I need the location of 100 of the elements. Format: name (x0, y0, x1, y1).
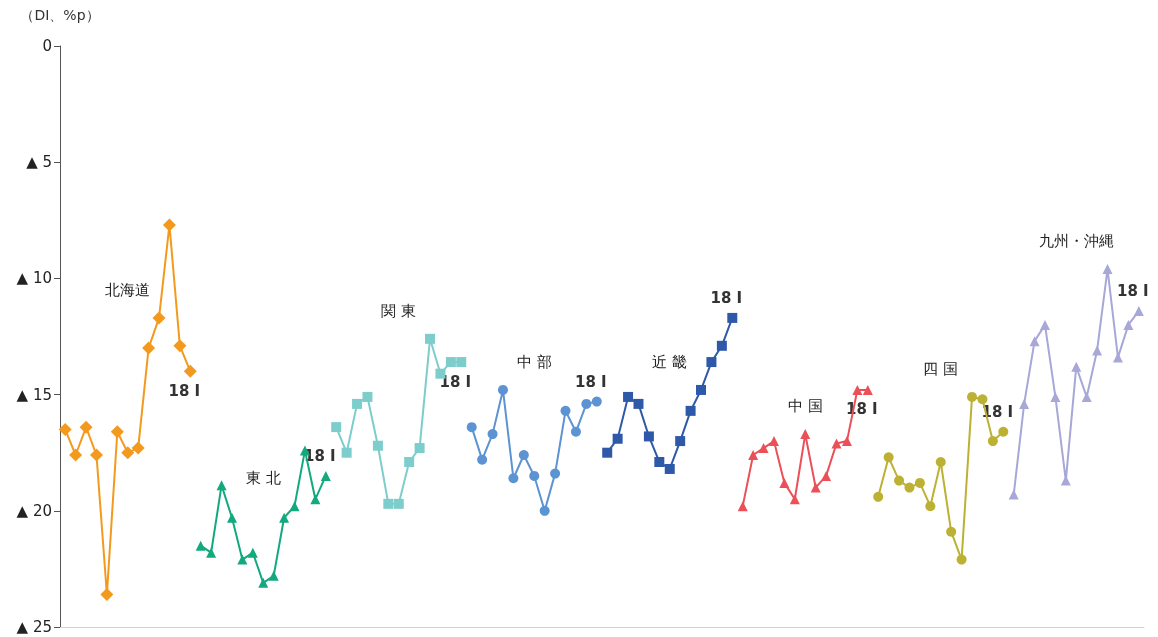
y-tick-label: 0 (42, 37, 52, 55)
point (1019, 398, 1030, 409)
point (852, 384, 863, 395)
point (675, 436, 686, 447)
point (914, 477, 925, 488)
point (89, 448, 103, 462)
point (152, 311, 166, 325)
point (121, 446, 135, 460)
point (925, 501, 936, 512)
point (69, 448, 83, 462)
point (195, 540, 206, 551)
point (477, 454, 488, 465)
point (258, 577, 269, 588)
point (935, 457, 946, 467)
point (456, 357, 467, 368)
point (696, 384, 707, 395)
point (643, 431, 654, 442)
y-tick-label: ▲ 25 (16, 618, 52, 636)
point (716, 340, 727, 351)
point (487, 429, 498, 440)
point (841, 436, 852, 447)
point (110, 425, 124, 439)
point (1029, 336, 1040, 347)
point (1008, 489, 1019, 500)
series-label: 東 北 (245, 469, 281, 488)
point (768, 436, 779, 447)
point (633, 398, 644, 409)
point (237, 554, 248, 565)
point (1039, 319, 1050, 330)
y-tick-label: ▲ 10 (16, 269, 52, 288)
point (873, 491, 884, 502)
point (1092, 345, 1103, 356)
series-label: 中 部 (516, 352, 552, 371)
series-label: 北海道 (105, 280, 151, 299)
point (383, 498, 394, 509)
point (362, 391, 373, 402)
point (904, 482, 915, 493)
point (100, 587, 114, 601)
series-label: 四 国 (923, 359, 959, 378)
point (946, 526, 957, 537)
series-label: 近 畿 (652, 352, 688, 371)
point (183, 364, 197, 378)
point (612, 433, 623, 444)
point (206, 547, 217, 558)
point (1071, 361, 1082, 372)
point (425, 333, 436, 344)
point (1102, 264, 1113, 275)
point (508, 473, 519, 484)
point (550, 468, 561, 479)
point (414, 443, 425, 454)
point (268, 570, 279, 581)
point (894, 475, 905, 486)
annotation: 18 Ⅰ (1116, 282, 1149, 301)
point (998, 426, 1009, 437)
point (560, 405, 571, 416)
point (883, 452, 894, 463)
point (1123, 319, 1134, 330)
series-label: 九州・沖縄 (1038, 232, 1114, 251)
point (623, 391, 634, 402)
point (956, 554, 967, 565)
point (748, 450, 759, 461)
point (352, 398, 363, 409)
point (289, 501, 300, 512)
point (727, 312, 738, 323)
point (131, 441, 145, 455)
point (779, 477, 790, 488)
point (967, 391, 978, 402)
point (800, 429, 811, 440)
point (570, 426, 581, 437)
point (581, 398, 592, 409)
point (341, 447, 352, 458)
point (226, 512, 237, 523)
point (310, 494, 321, 505)
y-tick-label: ▲ 5 (26, 153, 52, 172)
point (173, 339, 187, 353)
series-label: 中 国 (787, 397, 823, 416)
point (602, 447, 613, 458)
point (162, 218, 176, 232)
point (518, 450, 529, 461)
point (445, 357, 456, 368)
point (1050, 391, 1061, 402)
point (1081, 391, 1092, 402)
annotation: 18 Ⅰ (168, 381, 201, 400)
point (320, 470, 331, 481)
point (654, 457, 665, 467)
y-tick-label: ▲ 15 (16, 385, 52, 404)
point (977, 394, 988, 405)
point (58, 422, 72, 436)
point (529, 470, 540, 481)
point (591, 396, 602, 407)
point (789, 494, 800, 505)
point (831, 438, 842, 449)
point (216, 480, 227, 491)
point (497, 384, 508, 395)
point (404, 457, 415, 467)
y-tick-label: ▲ 20 (16, 501, 52, 520)
series-label: 関 東 (381, 301, 417, 320)
point (142, 341, 156, 355)
point (1133, 305, 1144, 316)
point (821, 470, 832, 481)
